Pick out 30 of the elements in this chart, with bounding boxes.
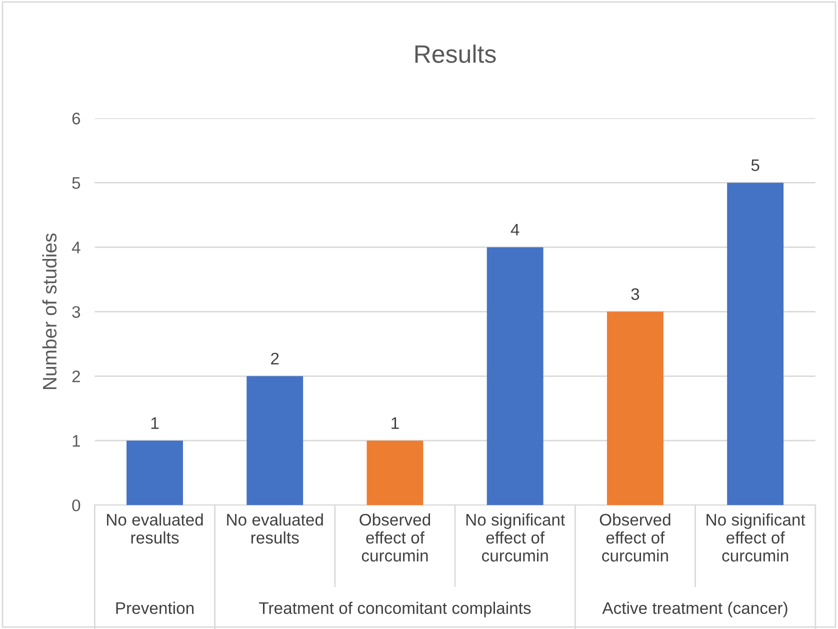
y-tick-label: 4	[72, 242, 80, 254]
bar	[486, 247, 544, 506]
bar	[246, 376, 304, 506]
text: Prevention	[116, 602, 194, 614]
bar	[366, 440, 424, 506]
chart-title: Results	[415, 44, 496, 63]
bar	[126, 440, 183, 506]
y-tick-label: 6	[72, 112, 80, 124]
x-tick-label: No significant effect of curcumin	[706, 513, 806, 562]
x-tick-label: Observed effect of curcumin	[360, 513, 430, 562]
bar	[606, 312, 664, 506]
x-tick-label: No evaluated results	[107, 513, 203, 544]
data-label: 3	[631, 288, 640, 300]
y-axis-title: Number of studies	[42, 233, 57, 389]
y-tick-label: 3	[72, 306, 80, 318]
x-tick-label: Observed effect of curcumin	[600, 513, 670, 562]
y-tick-label: 1	[72, 435, 80, 447]
data-label: 4	[510, 224, 520, 236]
x-tick-label: No evaluated results	[227, 513, 323, 544]
data-label: 5	[751, 159, 760, 172]
data-label: 1	[392, 417, 399, 429]
data-label: 2	[271, 352, 279, 364]
y-tick-label: 0	[72, 499, 80, 512]
data-label: 1	[151, 417, 159, 429]
y-tick-label: 2	[72, 370, 80, 382]
x-tick-label: No significant effect of curcumin	[466, 513, 565, 562]
bar	[727, 182, 784, 506]
text: Active treatment (cancer)	[602, 602, 788, 618]
text: Treatment of concomitant complaints	[259, 602, 531, 618]
y-tick-label: 5	[72, 177, 80, 189]
